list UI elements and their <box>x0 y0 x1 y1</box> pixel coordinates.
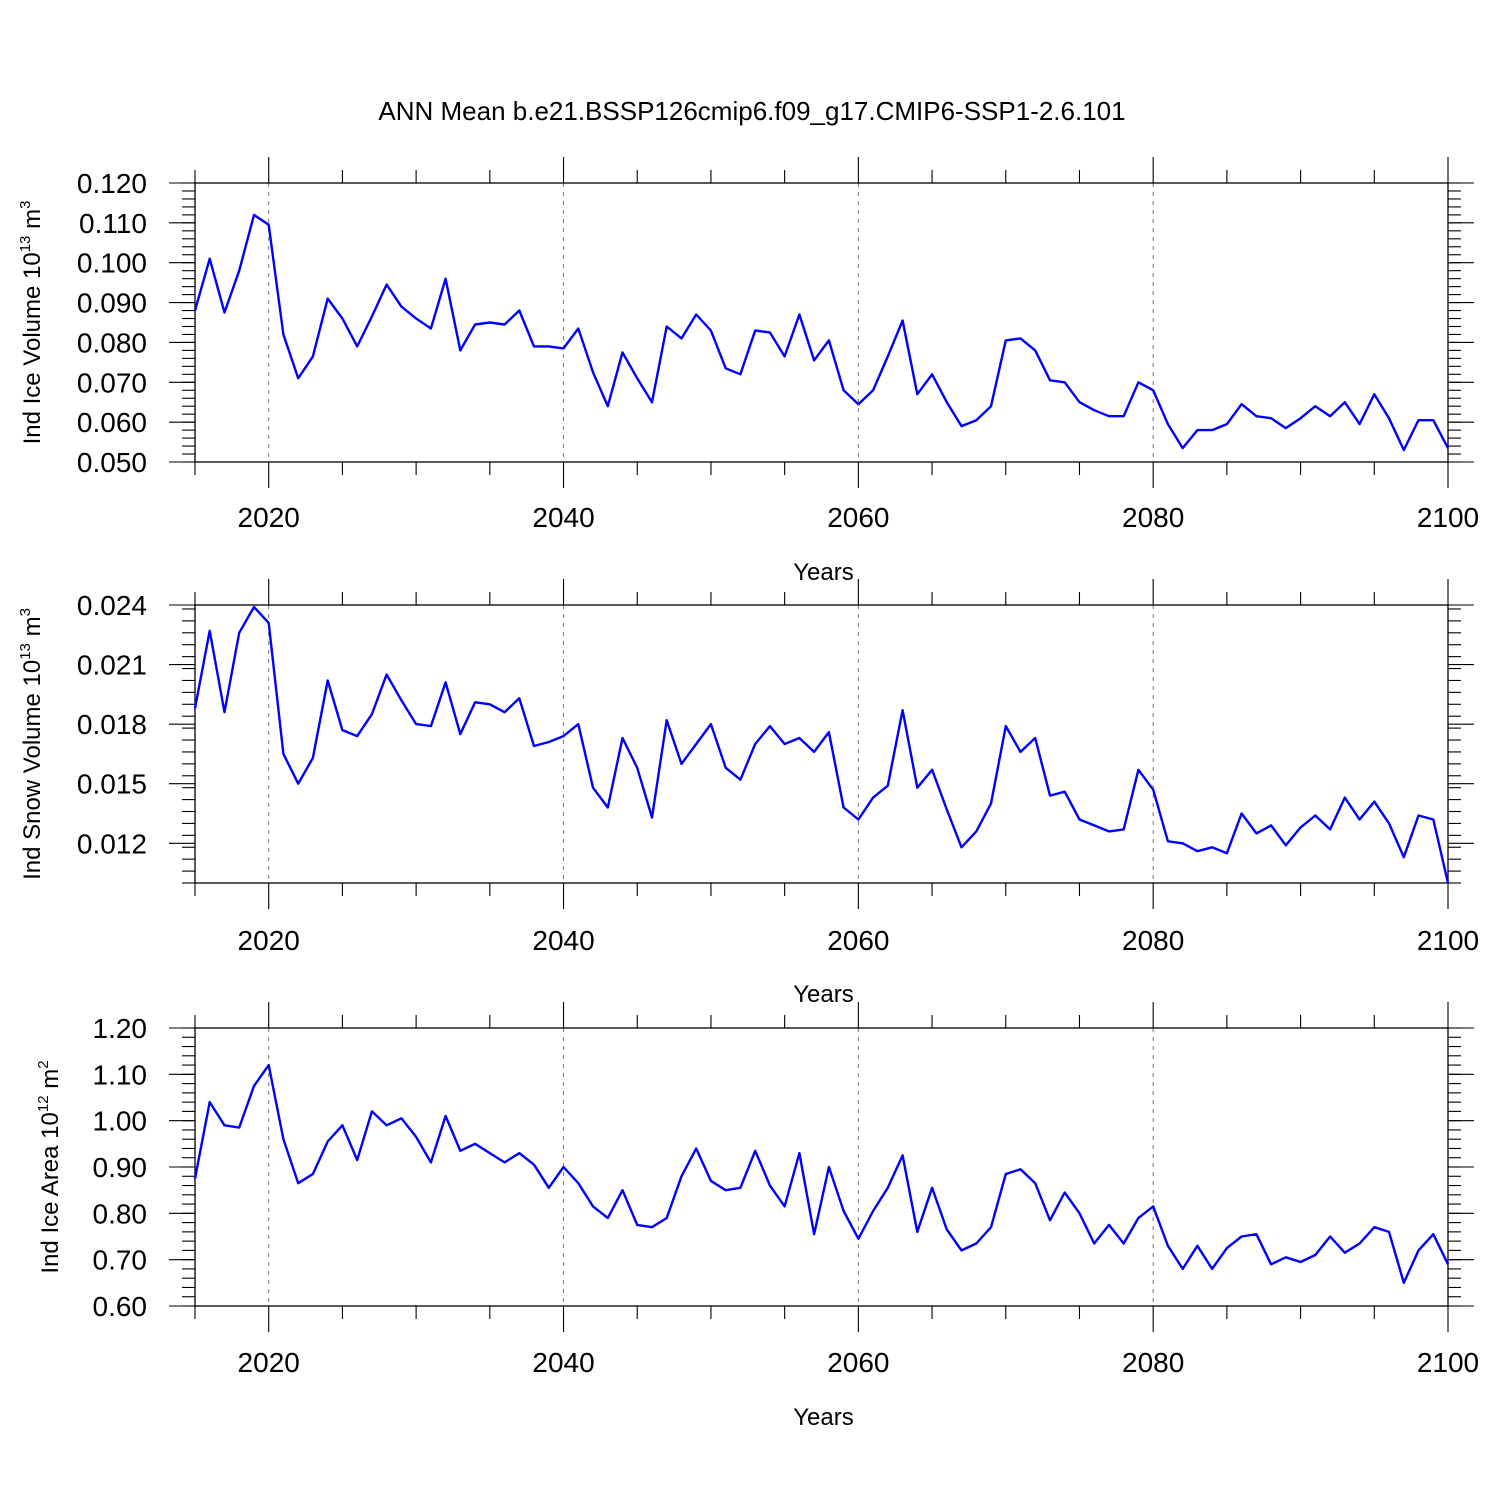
panel-1-y-axis-title-unit: m <box>19 209 46 236</box>
panel-3-series-line <box>193 1063 1450 1285</box>
panel-3-ytick-label: 1.00 <box>93 1106 148 1137</box>
panel-3-ytick-label: 0.90 <box>93 1152 148 1183</box>
panel-3-ytick-label: 0.80 <box>93 1198 148 1229</box>
panel-1-series-line <box>193 213 1450 452</box>
panel-1-ytick-label: 0.060 <box>77 407 147 438</box>
panel-3-ytick-label: 1.10 <box>93 1059 148 1090</box>
panel-3-y-axis-title-text: Ind Ice Area 10 <box>37 1112 64 1273</box>
panel-3: 0.60 0.70 0.80 0.90 1.00 1.10 1.20 2020 2040 2060… <box>35 1002 1479 1431</box>
panel-2-series-line <box>193 605 1450 884</box>
panel-2-y-axis-title-unit: m <box>19 616 46 643</box>
panel-1-ytick-label: 0.100 <box>77 248 147 279</box>
panel-3-ytick-label: 1.20 <box>93 1013 148 1044</box>
panel-2-y-axis-title: Ind Snow Volume 1013 m3 <box>17 608 46 880</box>
panel-1-xtick-label: 2100 <box>1417 502 1479 533</box>
panel-1-xtick-label: 2020 <box>238 502 300 533</box>
panel-2-xtick-label: 2040 <box>532 925 594 956</box>
panel-1: 0.050 0.060 0.070 0.080 0.090 0.100 0.110 0.120… <box>17 157 1479 586</box>
panel-2-x-axis-title: Years <box>793 981 854 1008</box>
panel-1-y-axis-title-unit-exponent: 3 <box>17 201 34 209</box>
panel-2-ytick-label: 0.012 <box>77 828 147 859</box>
panel-3-xtick-label: 2100 <box>1417 1347 1479 1378</box>
panel-3-xtick-label: 2060 <box>827 1347 889 1378</box>
panel-3-y-axis-title-unit-exponent: 2 <box>35 1060 52 1068</box>
panel-2-xtick-label: 2080 <box>1122 925 1184 956</box>
chart-title: ANN Mean b.e21.BSSP126cmip6.f09_g17.CMIP… <box>378 96 1125 126</box>
panel-1-ytick-label: 0.120 <box>77 168 147 199</box>
panel-2-y-axis-title-text: Ind Snow Volume 10 <box>19 660 46 880</box>
panel-3-xtick-label: 2040 <box>532 1347 594 1378</box>
panel-1-xtick-label: 2080 <box>1122 502 1184 533</box>
panel-1-ytick-label: 0.110 <box>79 208 147 239</box>
panel-1-plot-frame <box>194 182 1449 463</box>
panel-1-xtick-label: 2060 <box>827 502 889 533</box>
panel-2-ytick-label: 0.024 <box>77 590 147 621</box>
panel-1-ytick-label: 0.080 <box>77 327 147 358</box>
panel-3-y-axis-title-unit: m <box>37 1069 64 1096</box>
panel-3-y-axis-title: Ind Ice Area 1012 m2 <box>35 1060 64 1273</box>
panel-2-xtick-label: 2060 <box>827 925 889 956</box>
panel-2-plot-frame <box>194 604 1449 884</box>
panel-2: 0.012 0.015 0.018 0.021 0.024 2020 2040 2060 208… <box>17 579 1479 1008</box>
panel-3-ytick-label: 0.70 <box>93 1245 148 1276</box>
panel-1-y-axis-title-text: Ind Ice Volume 10 <box>19 252 46 444</box>
panel-2-ytick-label: 0.021 <box>77 650 147 681</box>
panel-1-ytick-label: 0.050 <box>77 447 147 478</box>
panel-2-ytick-label: 0.018 <box>77 709 147 740</box>
panel-1-ytick-label: 0.090 <box>77 288 147 319</box>
panel-2-y-axis-title-unit-exponent: 3 <box>17 608 34 616</box>
panel-3-ytick-label: 0.60 <box>93 1291 148 1322</box>
panel-1-xtick-label: 2040 <box>532 502 594 533</box>
panel-2-xtick-label: 2100 <box>1417 925 1479 956</box>
panel-3-y-axis-title-exponent: 12 <box>35 1095 52 1112</box>
panel-3-xtick-label: 2080 <box>1122 1347 1184 1378</box>
panel-3-x-axis-title: Years <box>793 1404 854 1431</box>
panel-3-plot-frame <box>194 1027 1449 1307</box>
panel-2-ytick-label: 0.015 <box>77 769 147 800</box>
panel-2-y-axis-title-exponent: 13 <box>17 643 34 660</box>
panel-1-y-axis-title: Ind Ice Volume 1013 m3 <box>17 201 46 445</box>
panel-1-x-axis-title: Years <box>793 559 854 586</box>
panel-1-y-axis-title-exponent: 13 <box>17 236 34 253</box>
panel-3-xtick-label: 2020 <box>238 1347 300 1378</box>
panel-2-xtick-label: 2020 <box>238 925 300 956</box>
panel-1-ytick-label: 0.070 <box>77 367 147 398</box>
